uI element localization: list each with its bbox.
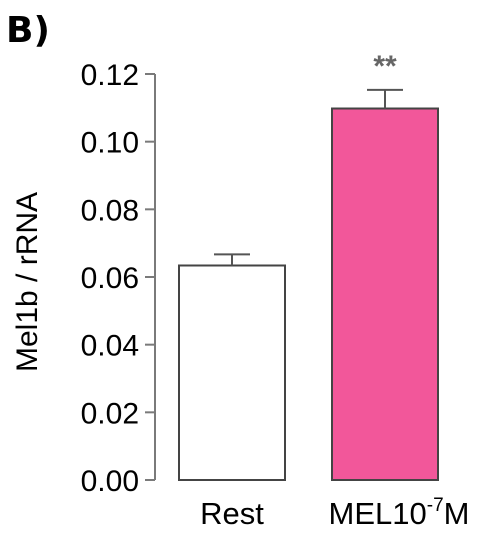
y-tick-label: 0.10 bbox=[81, 127, 139, 160]
bars bbox=[178, 107, 439, 481]
y-tick-label: 0.04 bbox=[81, 330, 139, 363]
y-tick-label: 0.02 bbox=[81, 397, 139, 430]
y-tick-label: 0.06 bbox=[81, 262, 139, 295]
annotations: ** bbox=[373, 50, 397, 83]
panel-label: B) bbox=[6, 10, 50, 51]
bar-mel bbox=[331, 107, 439, 481]
y-ticks: 0.00 0.02 0.04 0.06 0.08 0.10 0.12 bbox=[81, 59, 155, 498]
x-labels: Rest MEL10-7M bbox=[200, 495, 469, 531]
y-axis-title: Mel1b / rRNA bbox=[11, 192, 44, 372]
y-tick-label: 0.08 bbox=[81, 194, 139, 227]
x-category-label: Rest bbox=[200, 496, 264, 531]
y-tick-label: 0.12 bbox=[81, 59, 139, 92]
significance-marker: ** bbox=[373, 50, 397, 83]
x-category-label: MEL10-7M bbox=[329, 495, 470, 531]
bar-rest bbox=[178, 264, 286, 481]
error-bars bbox=[214, 88, 403, 266]
y-tick-label: 0.00 bbox=[81, 465, 139, 498]
